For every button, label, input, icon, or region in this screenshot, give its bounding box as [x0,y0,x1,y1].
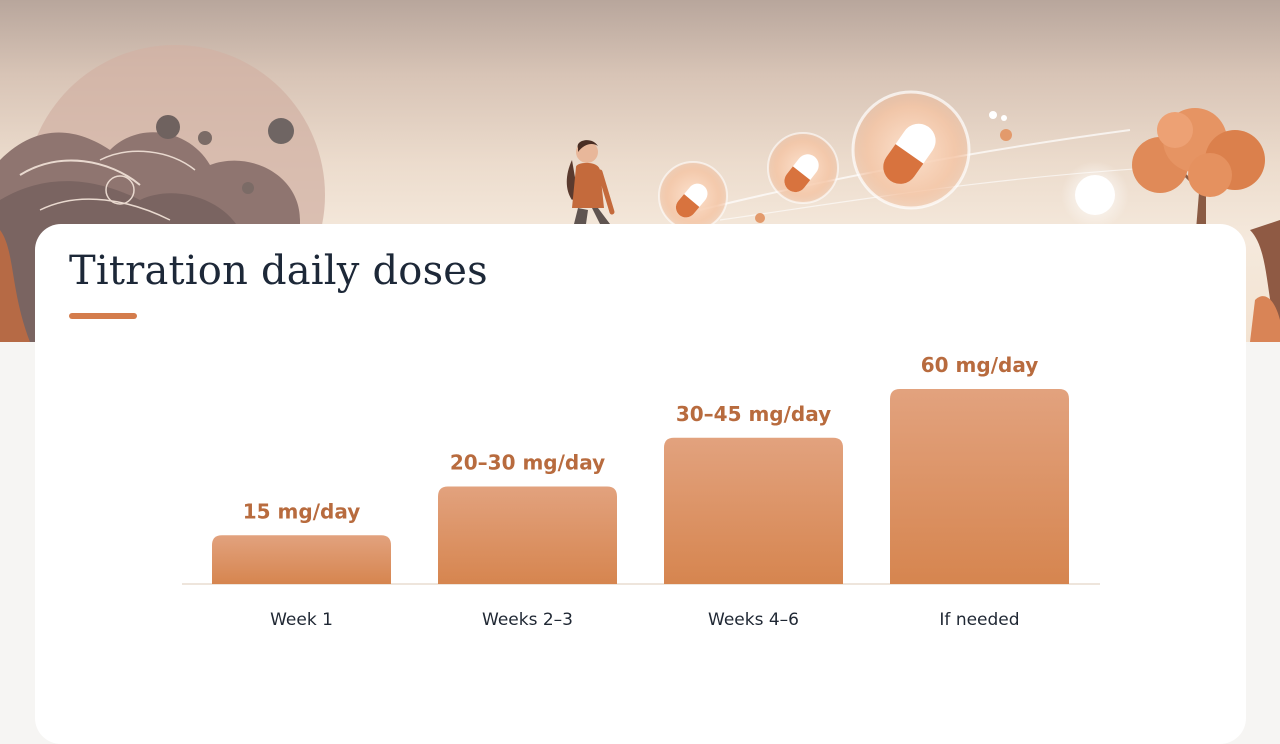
category-label: Week 1 [270,610,333,630]
bar-3 [664,437,843,584]
category-label: Weeks 2–3 [482,610,573,630]
bar-value-label: 15 mg/day [243,499,361,523]
bar-4 [890,389,1069,584]
pill-bubble-small-icon [658,161,728,231]
category-label: Weeks 4–6 [708,610,799,630]
bar-chart: 15 mg/day Week 1 20–30 mg/day Weeks 2–3 30–4… [182,353,1100,630]
bar-value-label: 30–45 mg/day [676,402,831,426]
chart-bars: 15 mg/day Week 1 20–30 mg/day Weeks 2–3 30–4… [212,353,1069,630]
bar-value-label: 20–30 mg/day [450,451,605,475]
category-label: If needed [939,610,1019,630]
bar-1 [212,535,391,584]
page-title: Titration daily doses [69,248,488,294]
bar-2 [438,486,617,584]
bar-value-label: 60 mg/day [921,353,1039,377]
pill-bubble-large-icon [851,90,971,210]
chart-card: Titration daily doses 15 mg/day Week 1 20–… [35,224,1246,744]
walking-woman-icon [566,140,615,224]
pill-bubble-medium-icon [767,132,839,204]
tree-icon [1132,108,1265,230]
title-underline [69,313,137,319]
